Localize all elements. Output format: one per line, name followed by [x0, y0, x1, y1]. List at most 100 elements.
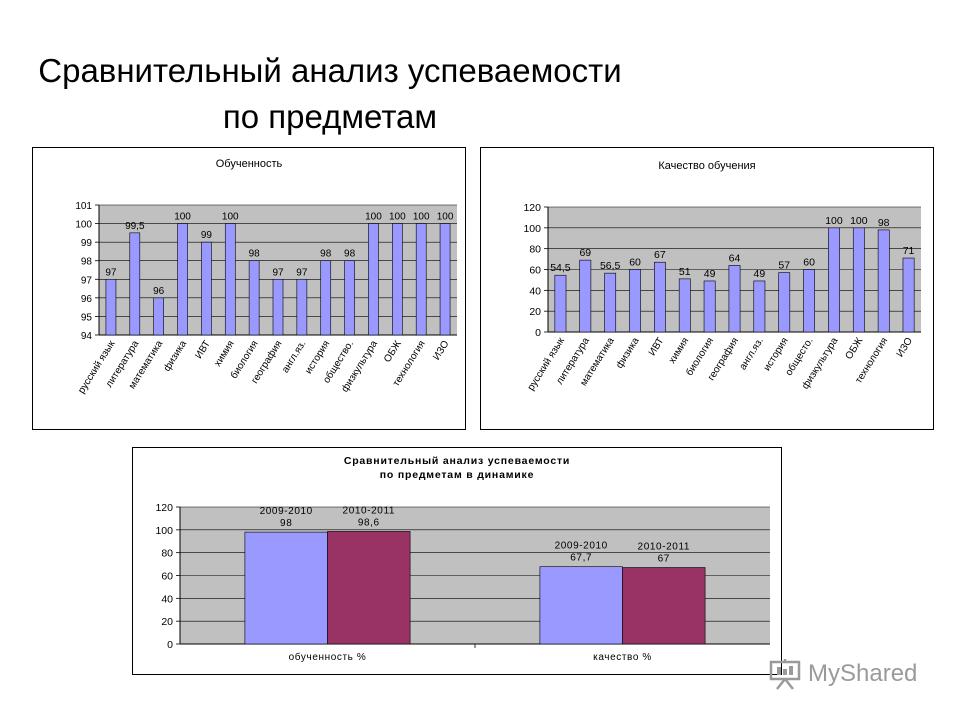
data-label: 97	[272, 267, 284, 278]
x-tick-label: ОБЖ	[844, 335, 866, 361]
data-label: 49	[704, 268, 716, 280]
bar	[753, 280, 766, 333]
bar	[629, 269, 641, 333]
bar	[902, 257, 915, 333]
chart-title: Сравнительный анализ успеваемости по пре…	[133, 454, 781, 482]
y-tick-label: 0	[167, 639, 173, 651]
data-label: 98	[878, 217, 890, 229]
chart-title: Обученность	[215, 158, 283, 170]
data-label: 60	[629, 257, 641, 269]
data-label: 100	[389, 212, 406, 223]
data-label: 69	[579, 247, 591, 259]
slide-title-line2: по предметам	[222, 98, 438, 135]
y-tick-label: 60	[161, 571, 173, 583]
data-label: 54,5	[550, 262, 571, 274]
bar	[327, 531, 411, 645]
data-label: 100	[437, 212, 454, 223]
data-label: 100	[413, 212, 430, 223]
y-tick-label: 20	[161, 616, 173, 628]
data-label: 98	[320, 249, 332, 260]
y-tick-label: 100	[75, 220, 92, 231]
bar	[678, 278, 691, 333]
chart-title: Качество обучения	[658, 160, 756, 172]
data-label: 60	[803, 257, 815, 269]
bar	[392, 223, 403, 336]
bar	[105, 278, 117, 336]
bar	[877, 229, 890, 333]
x-tick-label: физика	[613, 335, 642, 371]
y-tick-label: 40	[529, 285, 541, 297]
data-label: 56,5	[600, 260, 621, 272]
x-tick-label: обученность %	[289, 651, 367, 663]
y-tick-label: 0	[535, 327, 541, 339]
bar	[439, 223, 451, 336]
watermark-text: MyShared	[808, 660, 918, 687]
chart-dynamics: Сравнительный анализ успеваемости по пре…	[132, 447, 782, 675]
x-tick-label: ИЗО	[431, 339, 452, 363]
bar	[852, 227, 865, 333]
data-label: 57	[778, 260, 790, 272]
bar	[344, 260, 355, 336]
x-tick-label: физика	[161, 338, 190, 374]
presentation-easel-icon	[769, 659, 801, 690]
y-tick-label: 97	[81, 275, 93, 286]
data-label: 96	[153, 286, 165, 297]
data-label: 2010-2011 98,6	[343, 505, 395, 528]
bar	[803, 269, 815, 333]
slide-title: Сравнительный анализ успеваемости по пре…	[0, 48, 660, 140]
watermark: MyShared	[768, 656, 917, 692]
bar	[368, 223, 379, 336]
chart-kachestvo: Качество обучения 0 20 40 60 80 100 120 54,5 рус…	[480, 147, 934, 430]
chart-title-line2: по предметам в динамике	[379, 469, 535, 481]
x-tick-label: химия	[212, 339, 236, 369]
y-tick-label: 80	[529, 244, 541, 256]
data-label: 100	[222, 212, 239, 223]
x-tick-label: ИЗО	[895, 336, 916, 360]
x-tick-label: ОБЖ	[382, 338, 404, 364]
bar	[728, 265, 741, 333]
bar	[654, 261, 666, 333]
bar	[224, 223, 236, 336]
x-tick-label: ИВТ	[647, 336, 667, 358]
data-label: 98	[249, 249, 261, 260]
bar	[320, 260, 332, 336]
bar	[554, 274, 567, 333]
bar	[244, 531, 328, 645]
data-label: 71	[903, 245, 915, 257]
bar	[703, 280, 716, 333]
y-tick-label: 95	[81, 312, 93, 323]
chart-obuchennost: Обученность 94 95 96 97 98 99 100 101 97 русский …	[32, 147, 466, 430]
bar	[248, 260, 260, 336]
data-label: 97	[105, 267, 117, 278]
y-tick-label: 96	[81, 294, 93, 305]
y-tick-label: 120	[523, 202, 541, 214]
bar	[539, 566, 623, 645]
bar	[622, 567, 706, 645]
data-label: 51	[679, 266, 691, 278]
bar	[129, 232, 141, 336]
data-label: 99,5	[125, 221, 145, 232]
data-label: 2010-2011 67	[638, 542, 690, 565]
data-label: 98	[344, 249, 356, 260]
bar	[272, 278, 284, 336]
y-tick-label: 40	[161, 593, 173, 605]
y-tick-label: 101	[75, 201, 92, 212]
x-tick-label: химия	[667, 336, 691, 366]
y-tick-label: 94	[81, 331, 93, 342]
bar	[778, 272, 791, 333]
y-tick-label: 100	[523, 223, 541, 235]
data-label: 100	[365, 212, 382, 223]
data-label: 67	[654, 249, 666, 261]
y-tick-label: 120	[155, 502, 173, 514]
bar	[415, 223, 427, 336]
y-tick-label: 99	[81, 238, 93, 249]
data-label: 49	[754, 268, 766, 280]
data-label: 100	[850, 215, 868, 227]
bar	[579, 259, 592, 333]
y-tick-label: 20	[529, 306, 541, 318]
bar	[153, 297, 164, 336]
data-label: 99	[201, 230, 213, 241]
bar	[828, 227, 840, 333]
y-tick-label: 80	[161, 548, 173, 560]
